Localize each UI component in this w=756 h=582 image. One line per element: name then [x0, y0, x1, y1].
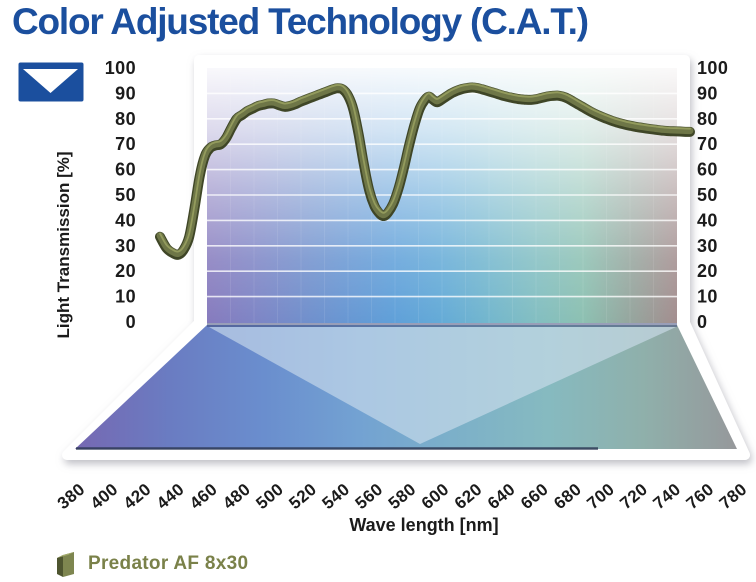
x-tick-label: 520: [285, 480, 320, 514]
x-tick-label: 700: [583, 480, 618, 514]
x-tick-label: 680: [550, 480, 585, 514]
x-tick-label: 600: [418, 480, 453, 514]
y-tick-label-right: 70: [697, 134, 718, 154]
swatch-front-face: [63, 552, 74, 577]
y-tick-label-right: 60: [697, 160, 718, 180]
swatch-side-face: [57, 555, 63, 577]
legend: Predator AF 8x30: [54, 548, 248, 580]
x-tick-label: 380: [54, 480, 89, 514]
y-tick-label-left: 50: [115, 185, 136, 205]
y-tick-label-right: 40: [697, 210, 718, 230]
y-tick-label-left: 70: [115, 134, 136, 154]
y-tick-label-right: 80: [697, 109, 718, 129]
x-tick-label: 640: [484, 480, 519, 514]
x-tick-label: 440: [153, 480, 188, 514]
x-tick-label: 540: [319, 480, 354, 514]
y-tick-label-right: 20: [697, 261, 718, 281]
swatch-top-face: [57, 552, 74, 558]
x-tick-label: 560: [352, 480, 387, 514]
x-tick-label: 780: [716, 480, 751, 514]
triangle-down-icon: [23, 69, 78, 93]
x-axis-title: Wave length [nm]: [349, 515, 499, 535]
y-tick-label-left: 30: [115, 236, 136, 256]
legend-ribbon-swatch-icon: [57, 552, 74, 577]
y-tick-label-left: 0: [126, 312, 136, 332]
y-tick-label-right: 0: [697, 312, 707, 332]
x-tick-label: 620: [451, 480, 486, 514]
transmission-curve: [159, 83, 691, 253]
y-tick-label-left: 40: [115, 210, 136, 230]
y-tick-label-right: 10: [697, 287, 718, 307]
x-tick-label: 420: [120, 480, 155, 514]
x-tick-label: 660: [517, 480, 552, 514]
y-tick-label-right: 100: [697, 58, 728, 78]
y-tick-label-right: 90: [697, 83, 718, 103]
x-tick-label: 480: [219, 480, 254, 514]
y-tick-label-left: 60: [115, 160, 136, 180]
x-tick-label: 740: [650, 480, 685, 514]
x-tick-label: 720: [616, 480, 651, 514]
floor-highlight-triangle: [209, 327, 676, 444]
x-tick-label: 500: [252, 480, 287, 514]
y-tick-label-left: 80: [115, 109, 136, 129]
y-tick-label-right: 50: [697, 185, 718, 205]
x-tick-label: 580: [385, 480, 420, 514]
x-tick-label: 460: [186, 480, 221, 514]
y-axis-title: Light Transmission [%]: [54, 151, 73, 339]
y-tick-label-left: 100: [105, 58, 136, 78]
y-tick-label-left: 10: [115, 287, 136, 307]
chart-title: Color Adjusted Technology (C.A.T.): [12, 1, 589, 42]
y-tick-label-left: 20: [115, 261, 136, 281]
y-tick-label-right: 30: [697, 236, 718, 256]
y-tick-label-left: 90: [115, 83, 136, 103]
brand-logo: [18, 62, 84, 102]
x-tick-label: 760: [683, 480, 718, 514]
x-tick-label: 400: [87, 480, 122, 514]
legend-label: Predator AF 8x30: [88, 553, 249, 574]
